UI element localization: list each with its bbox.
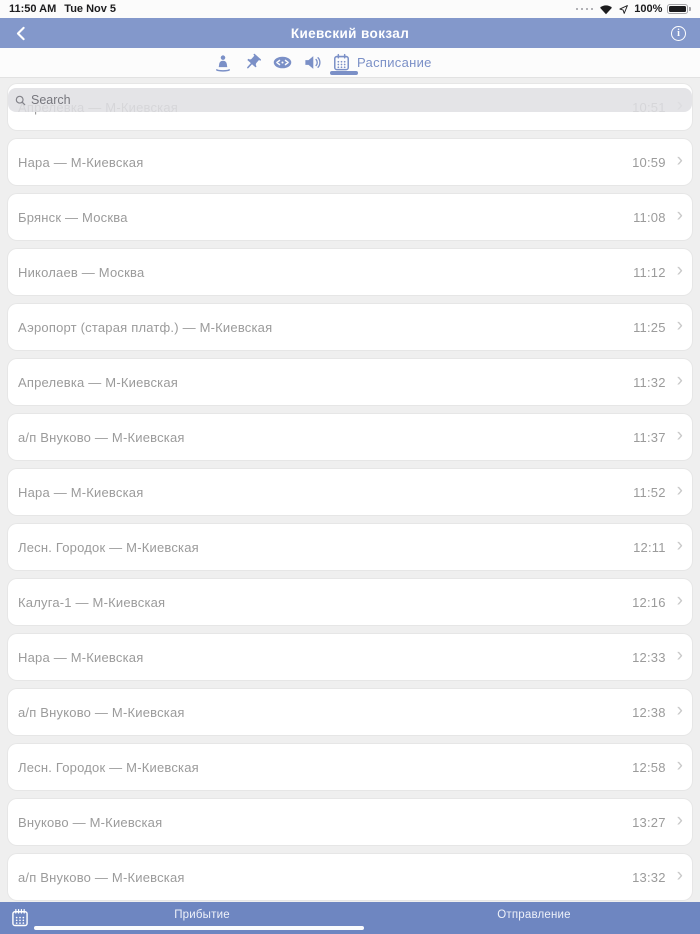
tab-station-plan[interactable] [212,52,233,73]
route-label: а/п Внуково — М-Киевская [18,429,185,445]
route-label: Калуга-1 — М-Киевская [18,594,166,610]
status-bar: 11:50 AM Tue Nov 5 100% [0,0,700,18]
schedule-row[interactable]: Нара — М-Киевская 12:33 › [8,634,692,680]
schedule-row[interactable]: Внуково — М-Киевская 13:27 › [8,799,692,845]
battery-icon [667,4,689,14]
schedule-row[interactable]: Нара — М-Киевская 11:52 › [8,469,692,515]
section-toolbar: Расписание [0,48,700,78]
route-label: Лесн. Городок — М-Киевская [18,759,199,775]
schedule-row[interactable]: Калуга-1 — М-Киевская 12:16 › [8,579,692,625]
route-label: а/п Внуково — М-Киевская [18,869,185,885]
chevron-left-icon [13,25,31,42]
pushpin-icon [243,53,262,72]
departure-time: 12:16 [632,594,666,610]
route-label: Нара — М-Киевская [18,484,144,500]
schedule-tab-label: Расписание [357,55,432,70]
departure-time: 12:58 [632,759,666,775]
tab-departures[interactable]: Отправление [368,902,700,934]
status-time: 11:50 AM [9,3,57,15]
route-label: Николаев — Москва [18,264,145,280]
location-arrow-icon [618,4,629,15]
tab-transfers[interactable] [272,52,293,73]
info-button[interactable]: i [671,25,687,41]
departure-time: 11:08 [633,209,666,225]
tab-pins[interactable] [242,52,263,73]
schedule-row[interactable]: а/п Внуково — М-Киевская 11:37 › [8,414,692,460]
wifi-icon [599,4,613,15]
page-title: Киевский вокзал [290,25,410,41]
person-pin-icon [213,53,233,73]
route-label: Внуково — М-Киевская [18,814,163,830]
status-right: 100% [575,3,691,15]
search-icon [14,94,27,107]
route-label: Брянск — Москва [18,209,128,225]
arrivals-tab-underline [34,926,364,930]
battery-nub [689,7,691,11]
nav-bar: Киевский вокзал i [0,18,700,48]
arrivals-tab-label: Прибытие [174,909,230,921]
departure-time: 12:38 [632,704,666,720]
schedule-row[interactable]: а/п Внуково — М-Киевская 12:38 › [8,689,692,735]
bottom-tabs: Прибытие Отправление [34,902,700,934]
route-label: а/п Внуково — М-Киевская [18,704,185,720]
departure-time: 10:59 [632,154,666,170]
search-placeholder: Search [31,93,71,107]
departure-time: 11:37 [633,429,666,445]
route-label: Аэропорт (старая платф.) — М-Киевская [18,319,273,335]
tab-arrivals[interactable]: Прибытие [34,902,368,934]
bottom-bar: Прибытие Отправление [0,902,700,934]
departure-time: 13:27 [632,814,666,830]
status-date: Tue Nov 5 [64,3,117,15]
schedule-row[interactable]: Брянск — Москва 11:08 › [8,194,692,240]
back-button[interactable] [13,24,31,42]
schedule-row[interactable]: Николаев — Москва 11:12 › [8,249,692,295]
route-label: Нара — М-Киевская [18,649,144,665]
status-left: 11:50 AM Tue Nov 5 [9,3,116,15]
section-tab-group: Расписание [212,48,432,77]
departure-time: 11:32 [633,374,666,390]
schedule-row[interactable]: Лесн. Городок — М-Киевская 12:11 › [8,524,692,570]
schedule-row[interactable]: Апрелевка — М-Киевская 11:32 › [8,359,692,405]
schedule-row[interactable]: Нара — М-Киевская 10:59 › [8,139,692,185]
route-label: Лесн. Городок — М-Киевская [18,539,199,555]
route-label: Нара — М-Киевская [18,154,144,170]
departure-time: 13:32 [632,869,666,885]
cellular-signal-icon [575,7,594,11]
speaker-icon [303,53,322,72]
schedule-row[interactable]: а/п Внуково — М-Киевская 13:32 › [8,854,692,900]
route-label: Апрелевка — М-Киевская [18,374,179,390]
departure-time: 12:11 [633,539,666,555]
tab-schedule[interactable]: Расписание [330,48,432,77]
calendar-icon [332,53,351,72]
battery-percent: 100% [634,3,663,15]
calendar-date-picker-icon[interactable] [10,908,30,928]
departure-time: 11:25 [633,319,666,335]
transfer-arrows-icon [272,52,293,73]
schedule-row[interactable]: Аэропорт (старая платф.) — М-Киевская 11… [8,304,692,350]
schedule-list: Апрелевка — М-Киевская 10:51 › Нара — М-… [8,84,692,900]
info-icon: i [671,25,686,41]
departure-time: 12:33 [632,649,666,665]
departure-time: 11:12 [633,264,666,280]
schedule-row[interactable]: Лесн. Городок — М-Киевская 12:58 › [8,744,692,790]
selected-tab-underline [330,71,358,75]
tab-announcements[interactable] [302,52,323,73]
departure-time: 11:52 [633,484,666,500]
search-bar[interactable]: Search [8,88,692,112]
departures-tab-label: Отправление [497,909,571,921]
